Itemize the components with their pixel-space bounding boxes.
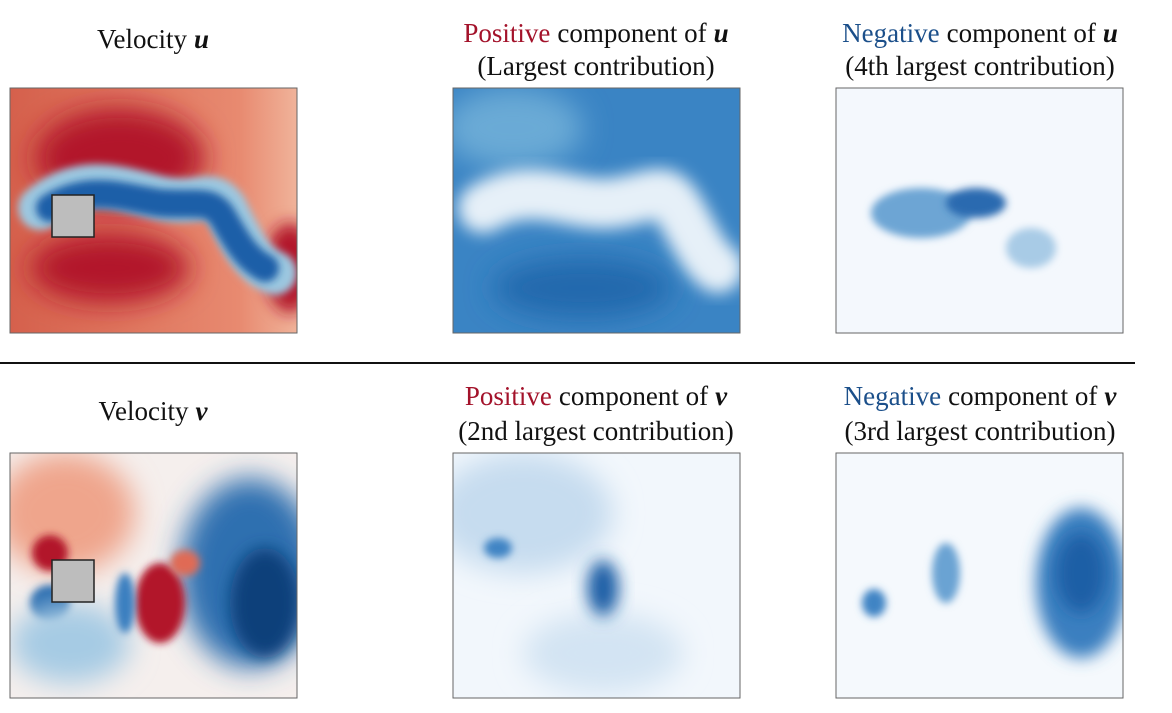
title-symbol: v bbox=[1104, 381, 1117, 411]
title-label: component of bbox=[557, 18, 706, 48]
heatmap bbox=[452, 87, 741, 334]
panel-title: Velocity v bbox=[99, 396, 209, 426]
title-sign: Negative bbox=[842, 18, 939, 48]
panel-title: Positive component of v bbox=[465, 381, 728, 411]
title-symbol: v bbox=[196, 396, 209, 426]
title-symbol: v bbox=[715, 381, 728, 411]
title-label: component of bbox=[559, 381, 708, 411]
title-label: Velocity bbox=[97, 24, 187, 54]
panel-subtitle: (Largest contribution) bbox=[477, 51, 714, 81]
heatmap bbox=[835, 452, 1124, 699]
title-sign: Negative bbox=[844, 381, 941, 411]
panel-title: Negative component of u bbox=[842, 18, 1118, 48]
panel-title: Velocity u bbox=[97, 24, 209, 54]
heatmap bbox=[9, 87, 298, 334]
title-symbol: u bbox=[1103, 18, 1118, 48]
title-label: component of bbox=[948, 381, 1097, 411]
panel-subtitle: (4th largest contribution) bbox=[845, 51, 1114, 81]
panel-title: Positive component of u bbox=[463, 18, 728, 48]
panel-subtitle: (3rd largest contribution) bbox=[845, 416, 1116, 446]
panel-subtitle: (2nd largest contribution) bbox=[458, 416, 733, 446]
title-symbol: u bbox=[714, 18, 729, 48]
heatmap bbox=[9, 452, 298, 699]
title-sign: Positive bbox=[465, 381, 552, 411]
heatmap bbox=[452, 452, 741, 699]
title-sign: Positive bbox=[463, 18, 550, 48]
title-label: component of bbox=[947, 18, 1096, 48]
title-symbol: u bbox=[194, 24, 209, 54]
title-label: Velocity bbox=[99, 396, 189, 426]
panel-title: Negative component of v bbox=[844, 381, 1118, 411]
heatmap bbox=[835, 87, 1124, 334]
